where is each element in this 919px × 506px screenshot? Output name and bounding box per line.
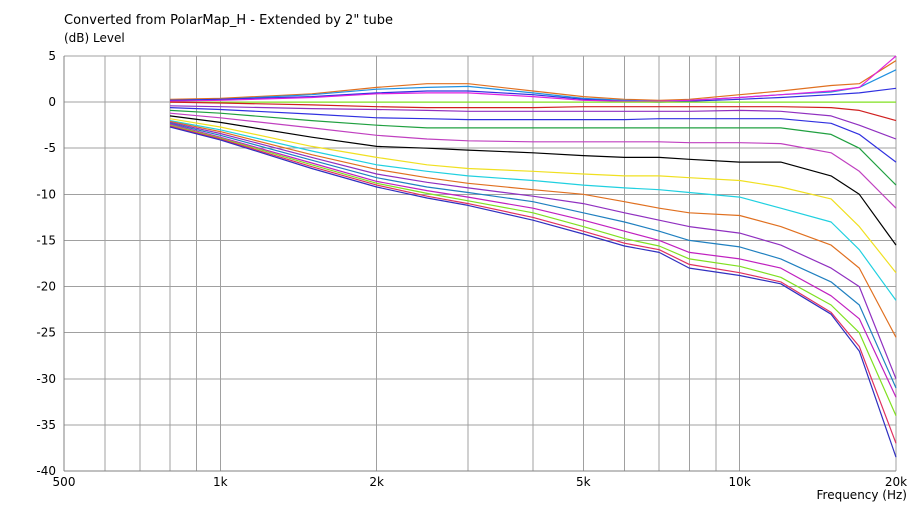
series-line-12	[169, 118, 897, 274]
series-line-9	[169, 109, 897, 186]
series-line-7	[169, 105, 897, 140]
x-tick-label: 2k	[369, 475, 384, 489]
series-line-14	[169, 120, 897, 338]
chart-title: Converted from PolarMap_H - Extended by …	[64, 13, 394, 28]
series-line-19	[169, 125, 897, 444]
series-line-11	[169, 115, 897, 246]
x-tick-label: 5k	[576, 475, 591, 489]
y-tick-label: -40	[36, 464, 56, 478]
y-axis-label: (dB) Level	[64, 31, 125, 45]
series-line-10	[169, 112, 897, 209]
series-line-17	[169, 123, 897, 398]
series-line-6	[169, 101, 897, 122]
series-line-15	[169, 121, 897, 380]
series-line-4	[169, 55, 897, 102]
x-tick-label: 500	[53, 475, 76, 489]
y-tick-label: -35	[36, 418, 56, 432]
y-tick-label: 0	[48, 95, 56, 109]
series-line-8	[169, 107, 897, 163]
y-tick-label: -20	[36, 280, 56, 294]
x-tick-label: 1k	[213, 475, 228, 489]
x-tick-label: 10k	[729, 475, 751, 489]
x-axis-label: Frequency (Hz)	[816, 488, 908, 502]
y-tick-label: 5	[48, 49, 56, 63]
x-tick-label: 20k	[885, 475, 907, 489]
series-line-20	[169, 126, 897, 458]
series-line-18	[169, 124, 897, 416]
y-tick-label: -25	[36, 326, 56, 340]
series-line-16	[169, 122, 897, 389]
series-line-1	[169, 60, 897, 101]
y-tick-label: -10	[36, 187, 56, 201]
y-tick-label: -30	[36, 372, 56, 386]
series-line-13	[169, 120, 897, 301]
y-tick-label: -5	[44, 141, 56, 155]
y-tick-label: -15	[36, 233, 56, 247]
